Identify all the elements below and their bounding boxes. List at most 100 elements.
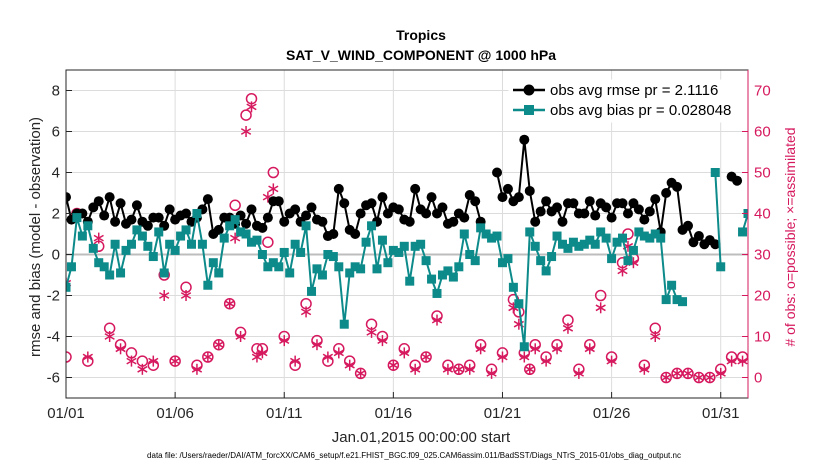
rmse-point [262, 212, 273, 223]
rmse-point [579, 208, 590, 219]
bias-point [514, 299, 524, 309]
bias-point [716, 262, 726, 272]
bias-point [176, 231, 186, 241]
obs-assimilated-point [251, 351, 263, 363]
rmse-point [393, 204, 404, 215]
rmse-point [470, 196, 481, 207]
rmse-point [290, 204, 301, 215]
obs-assimilated-point [726, 355, 737, 367]
obs-assimilated-point [126, 355, 137, 367]
rmse-point [66, 192, 71, 203]
obs-assimilated-point [246, 101, 257, 113]
rmse-point [644, 206, 655, 217]
bias-point [268, 258, 278, 268]
y2-tick-label: 0 [754, 370, 762, 387]
obs-assimilated-point [453, 363, 464, 375]
bias-point [481, 229, 491, 239]
obs-assimilated-point [93, 232, 104, 244]
obs-possible-point [267, 166, 280, 179]
bias-point [454, 262, 464, 272]
bias-point [650, 229, 660, 239]
obs-assimilated-point [442, 363, 454, 375]
obs-assimilated-point [268, 183, 279, 195]
bias-point [541, 266, 551, 276]
rmse-point [437, 202, 448, 213]
rmse-point [557, 216, 568, 227]
rmse-point [617, 198, 628, 209]
rmse-point [732, 175, 743, 186]
rmse-point [257, 222, 268, 233]
bias-point [116, 268, 126, 278]
obs-assimilated-point [573, 367, 585, 379]
bias-point [492, 231, 502, 241]
bias-point [88, 243, 98, 253]
rmse-point [459, 212, 470, 223]
obs-possible-point [66, 351, 72, 363]
bias-point [165, 239, 175, 249]
bias-point [203, 280, 213, 290]
obs-possible-point [229, 199, 241, 212]
rmse-point [530, 216, 541, 227]
bias-point [508, 282, 518, 292]
obs-assimilated-point [366, 326, 377, 338]
bias-point [645, 233, 655, 243]
bias-point [590, 239, 600, 249]
bias-point [137, 231, 147, 241]
bias-point [547, 252, 557, 262]
bias-point [132, 225, 142, 235]
bias-point [519, 342, 529, 352]
x-tick-label: 01/26 [593, 405, 631, 422]
bias-point [476, 223, 486, 233]
obs-assimilated-point [159, 290, 170, 301]
bias-point [394, 247, 404, 257]
rmse-point [622, 208, 633, 219]
bias-point [634, 227, 644, 237]
rmse-point [93, 196, 104, 207]
obs-assimilated-point [431, 314, 443, 326]
obs-assimilated-point [355, 367, 366, 379]
bias-point [383, 258, 393, 268]
bias-point [601, 233, 611, 243]
rmse-point [650, 194, 661, 205]
bias-point [459, 229, 469, 239]
y2-tick-label: 40 [754, 206, 771, 223]
bias-point [596, 227, 606, 237]
bias-point [661, 295, 671, 305]
bias-point [639, 231, 649, 241]
bias-point [105, 270, 115, 280]
y2-tick-label: 60 [754, 124, 771, 141]
bias-point [416, 239, 426, 249]
y2-tick-label: 20 [754, 288, 771, 305]
bias-point [252, 235, 262, 245]
rmse-point [606, 212, 617, 223]
chart-title: Tropics [396, 27, 446, 43]
legend-rmse-marker [523, 84, 535, 96]
x-axis-label: Jan.01,2015 00:00:00 start [332, 429, 511, 446]
y2-tick-label: 30 [754, 247, 771, 264]
bias-point [279, 247, 289, 257]
y-tick-label: 4 [52, 165, 60, 182]
rmse-point [682, 220, 693, 231]
rmse-point [693, 231, 704, 242]
bias-point [552, 231, 562, 241]
bias-point [470, 256, 480, 266]
legend: obs avg rmse pr = 2.1116 obs avg bias pr… [508, 79, 748, 123]
bias-point [126, 239, 136, 249]
bias-point [312, 264, 322, 274]
bias-point [628, 245, 638, 255]
bias-point [465, 250, 475, 259]
rmse-point [241, 218, 252, 229]
obs-assimilated-point [300, 306, 312, 318]
bias-point [66, 282, 71, 292]
obs-assimilated-point [671, 367, 683, 379]
axis-ticks: 01/01 01/06 01/11 01/16 01/21 01/26 01/31 -6 -4 -… [47, 70, 771, 422]
bias-point [678, 297, 688, 307]
y-tick-label: 0 [52, 247, 60, 264]
rmse-point [306, 202, 317, 213]
bias-point [377, 235, 387, 245]
bias-point [307, 286, 317, 296]
obs-assimilated-point [344, 359, 355, 371]
bias-point [257, 250, 267, 259]
rmse-point [639, 214, 650, 225]
